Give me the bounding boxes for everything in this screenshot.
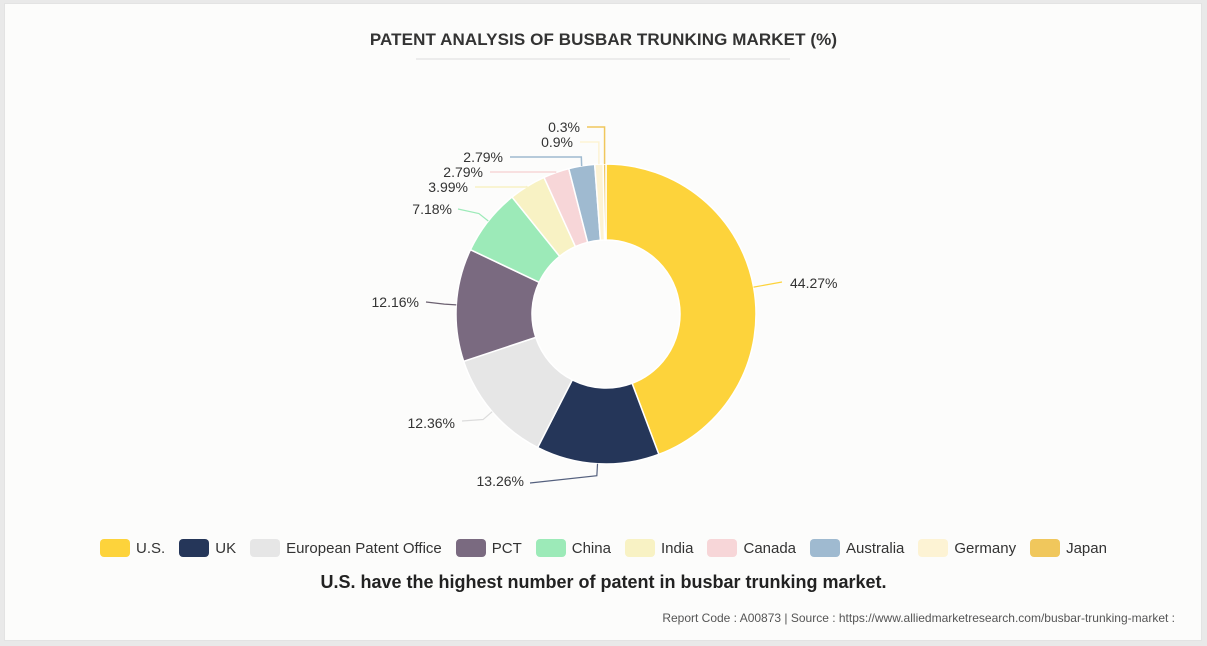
- slice-japan: [602, 163, 607, 241]
- data-label-european-patent-office: 12.36%: [408, 415, 455, 431]
- data-label-japan: 0.3%: [548, 119, 580, 135]
- data-label-pct: 12.16%: [372, 294, 419, 310]
- legend-item-australia[interactable]: Australia: [810, 539, 904, 557]
- legend-swatch: [810, 539, 841, 557]
- legend-label: China: [571, 539, 611, 557]
- legend-label: Japan: [1066, 539, 1107, 557]
- chart-title: PATENT ANALYSIS OF BUSBAR TRUNKING MARKE…: [369, 30, 838, 49]
- data-label-u-s: 44.27%: [790, 275, 837, 291]
- leader-line-germany: [580, 141, 600, 165]
- leader-line-uk: [529, 463, 599, 484]
- legend-label: UK: [215, 539, 237, 557]
- data-label-uk: 13.26%: [477, 473, 524, 489]
- leader-line-china: [457, 208, 489, 222]
- legend-label: India: [660, 539, 694, 557]
- legend-label: Canada: [743, 539, 797, 557]
- legend-item-pct[interactable]: PCT: [455, 539, 522, 557]
- chart-footnote: U.S. have the highest number of patent i…: [320, 572, 887, 592]
- legend-swatch: [624, 539, 655, 557]
- leader-line-european-patent-office: [461, 411, 493, 422]
- chart-legend: U.S. UK European Patent Office PCT China Indi…: [0, 536, 1207, 560]
- leader-line-canada: [490, 171, 557, 174]
- legend-swatch: [455, 539, 486, 557]
- legend-item-canada[interactable]: Canada: [707, 539, 796, 557]
- legend-item-uk[interactable]: UK: [179, 539, 236, 557]
- leader-line-japan: [587, 126, 606, 165]
- legend-item-european-patent-office[interactable]: European Patent Office: [250, 539, 442, 557]
- legend-item-india[interactable]: India: [624, 539, 694, 557]
- legend-swatch: [1030, 539, 1061, 557]
- data-label-australia: 2.79%: [463, 149, 503, 165]
- legend-swatch: [179, 539, 210, 557]
- legend-item-china[interactable]: China: [535, 539, 611, 557]
- legend-label: Germany: [954, 539, 1017, 557]
- data-label-china: 7.18%: [412, 201, 452, 217]
- legend-label: Australia: [846, 539, 905, 557]
- legend-label: PCT: [491, 539, 522, 557]
- data-label-canada: 2.79%: [443, 164, 483, 180]
- legend-swatch: [918, 539, 949, 557]
- legend-swatch: [535, 539, 566, 557]
- legend-swatch: [707, 539, 738, 557]
- legend-item-germany[interactable]: Germany: [918, 539, 1016, 557]
- legend-swatch: [100, 539, 131, 557]
- leader-line-u-s: [753, 281, 783, 288]
- leader-line-pct: [425, 301, 457, 306]
- legend-item-japan[interactable]: Japan: [1030, 539, 1107, 557]
- slice-u-s: [605, 163, 757, 456]
- title-underline: [416, 58, 790, 60]
- data-label-germany: 0.9%: [541, 134, 573, 150]
- source-note: Report Code : A00873 | Source : https://…: [662, 611, 1175, 625]
- legend-item-u-s[interactable]: U.S.: [100, 539, 165, 557]
- legend-label: European Patent Office: [286, 539, 442, 557]
- leader-line-india: [475, 185, 528, 188]
- leader-line-australia: [510, 156, 583, 167]
- data-label-india: 3.99%: [428, 179, 468, 195]
- legend-swatch: [250, 539, 281, 557]
- chart-frame: [4, 3, 1202, 641]
- legend-label: U.S.: [136, 539, 166, 557]
